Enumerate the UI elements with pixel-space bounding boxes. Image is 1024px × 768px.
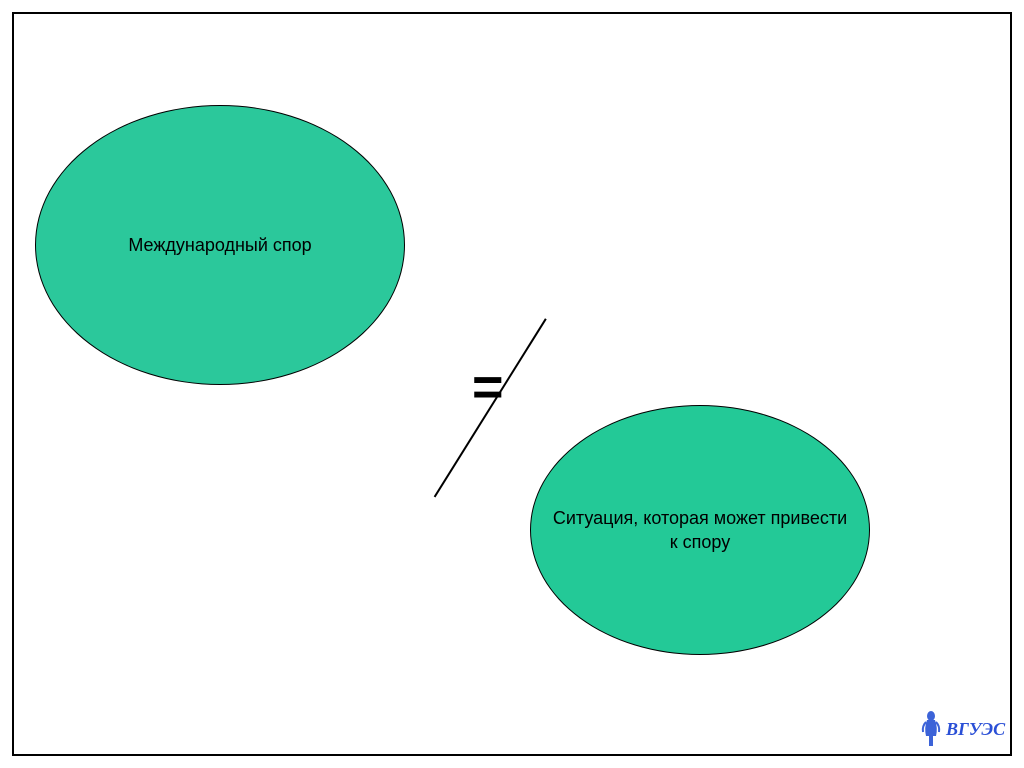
- ellipse-left-label: Международный спор: [108, 233, 331, 257]
- logo: ВГУЭС: [920, 710, 1005, 748]
- logo-text: ВГУЭС: [946, 719, 1005, 740]
- equals-sign: =: [472, 360, 504, 414]
- ellipse-international-dispute: Международный спор: [35, 105, 405, 385]
- ellipse-situation: Ситуация, которая может привести к спору: [530, 405, 870, 655]
- ellipse-right-label: Ситуация, которая может привести к спору: [531, 506, 869, 555]
- logo-figure-icon: [920, 710, 942, 748]
